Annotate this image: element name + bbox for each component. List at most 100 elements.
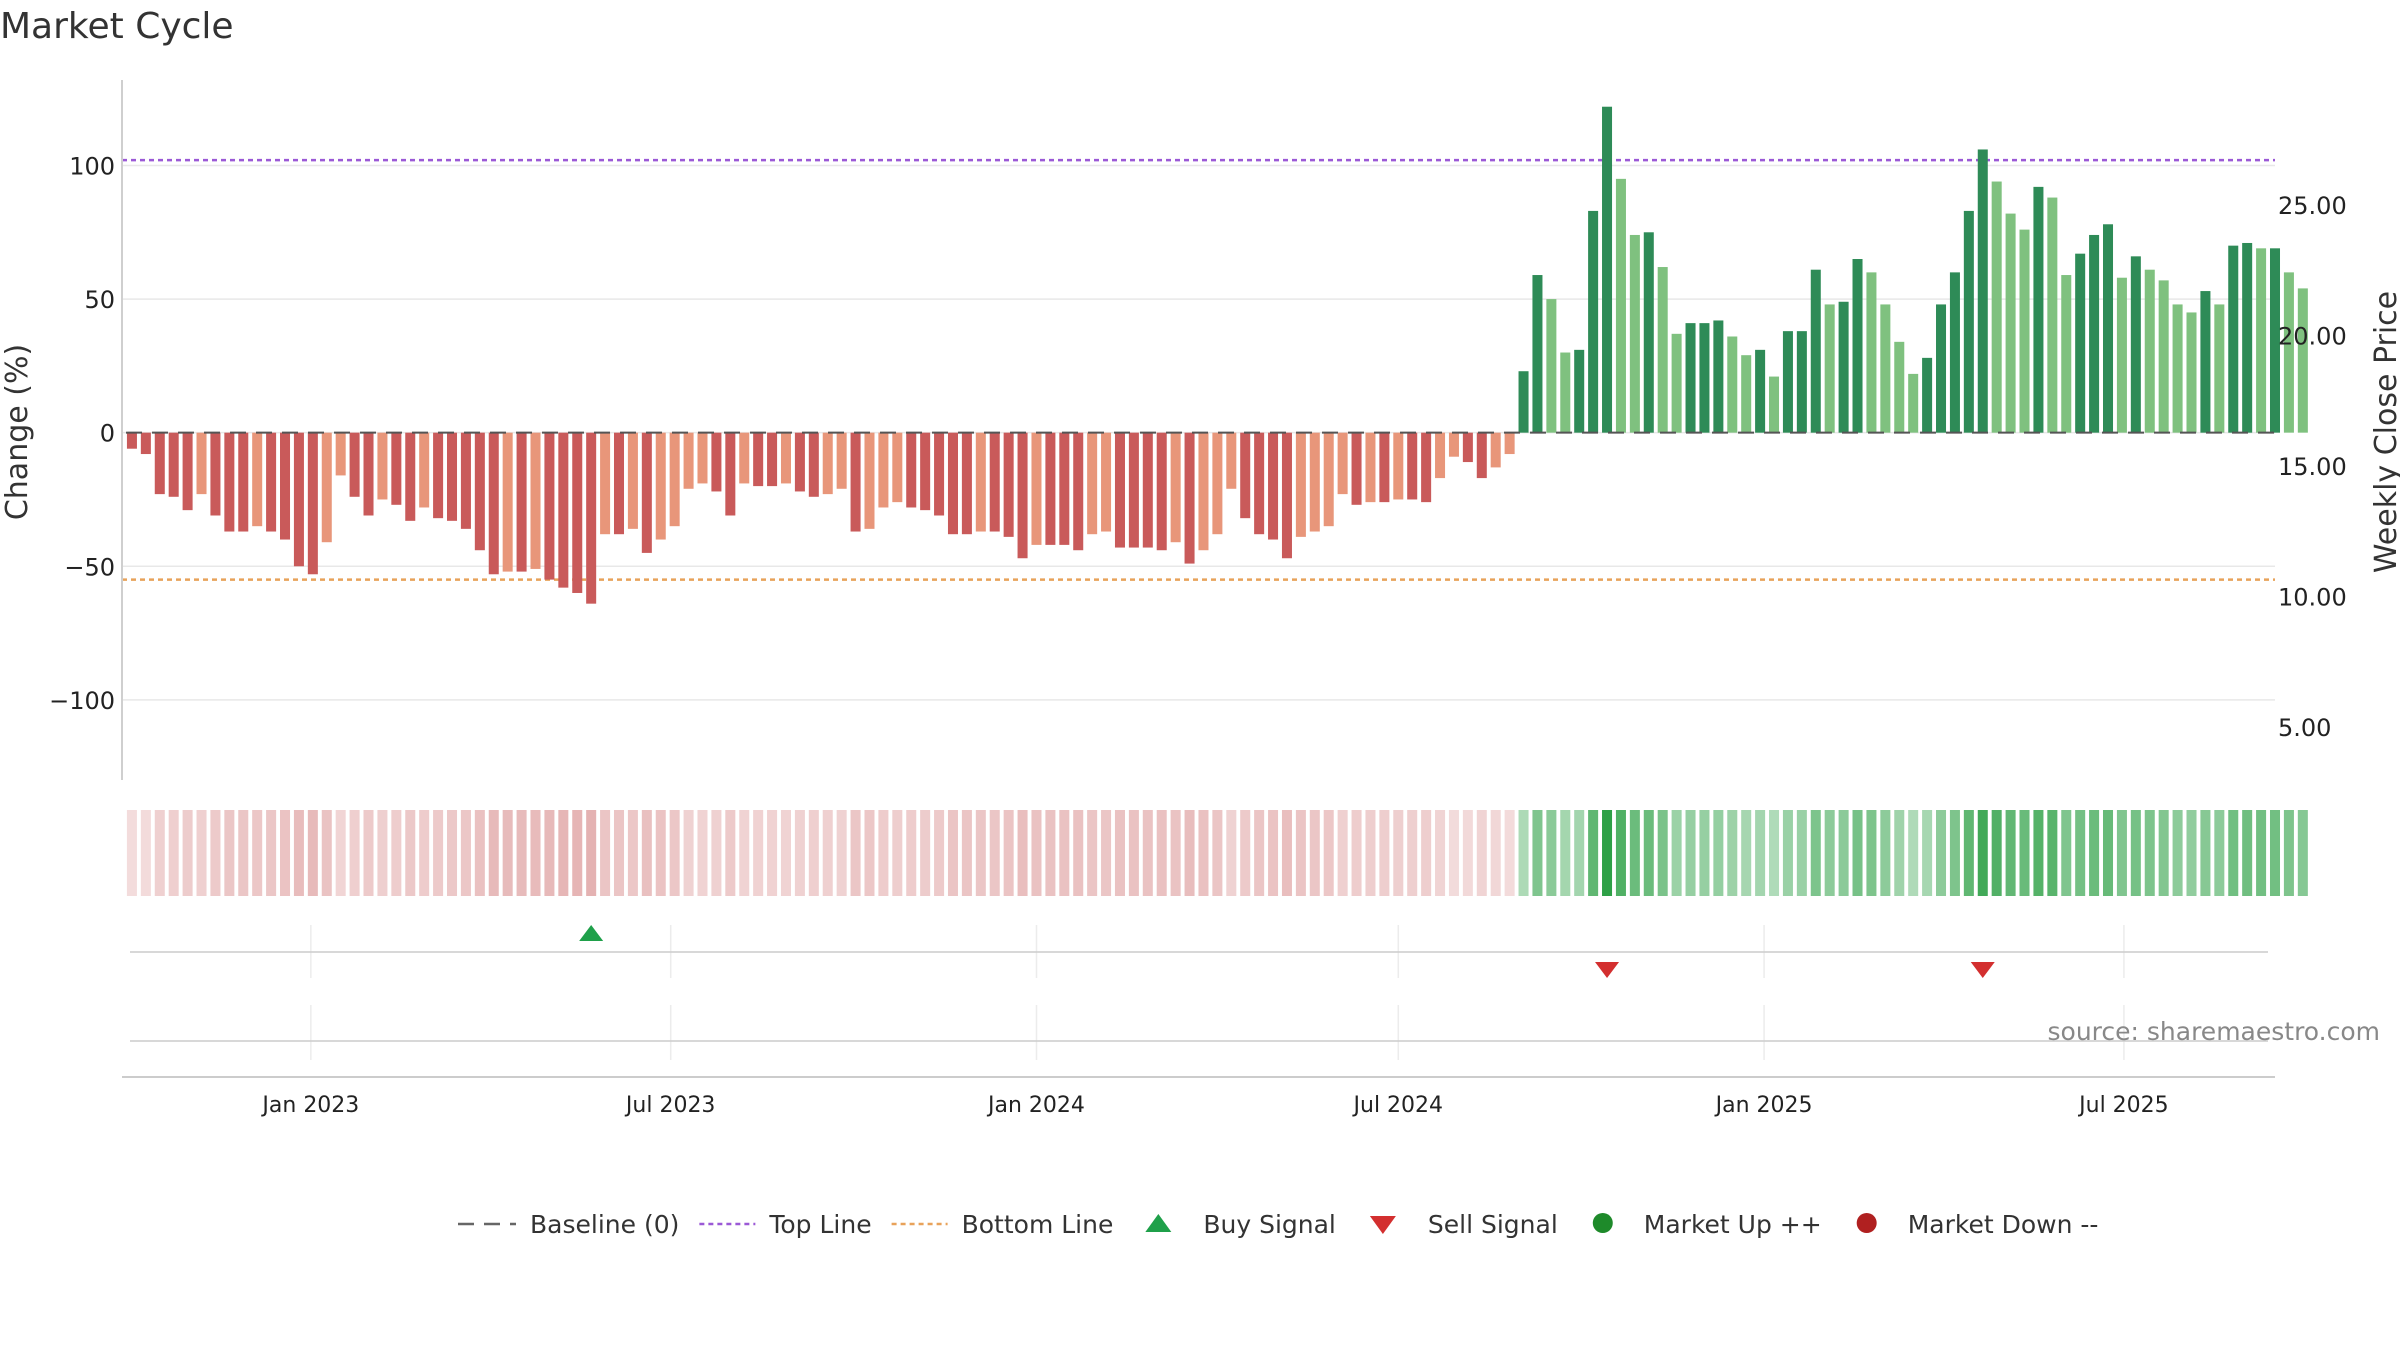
legend-buy-swatch bbox=[1145, 1214, 1172, 1232]
heat-cell bbox=[1838, 810, 1849, 896]
bar bbox=[1045, 432, 1056, 545]
bar bbox=[1727, 336, 1738, 433]
bar bbox=[1629, 234, 1640, 433]
heat-cell bbox=[140, 810, 151, 896]
heat-cell bbox=[1880, 810, 1891, 896]
x-tick-label: Jan 2025 bbox=[1714, 1093, 1813, 1118]
heat-cell bbox=[1532, 810, 1543, 896]
bar bbox=[2228, 245, 2239, 433]
heat-cell bbox=[1351, 810, 1362, 896]
bar bbox=[1490, 432, 1501, 468]
heat-cell bbox=[1894, 810, 1905, 896]
bar bbox=[266, 432, 277, 532]
heat-cell bbox=[1212, 810, 1223, 896]
y-tick-label: −100 bbox=[49, 687, 115, 715]
heat-cell bbox=[1615, 810, 1626, 896]
heat-cell bbox=[1685, 810, 1696, 896]
bar bbox=[238, 432, 249, 532]
heat-cell bbox=[1087, 810, 1098, 896]
sell-signal-marker bbox=[1595, 962, 1620, 978]
heat-cell bbox=[2269, 810, 2281, 896]
bar bbox=[1810, 269, 1821, 433]
heat-cell bbox=[2297, 810, 2308, 896]
bar bbox=[2005, 213, 2016, 433]
heat-cell bbox=[419, 810, 430, 896]
heat-cell bbox=[753, 810, 764, 896]
bar bbox=[349, 432, 360, 497]
heat-cell bbox=[2200, 810, 2211, 896]
heat-cell bbox=[1949, 810, 1960, 896]
heat-cell bbox=[2214, 810, 2225, 896]
bar bbox=[1643, 232, 1654, 433]
bar bbox=[1769, 376, 1780, 433]
bar bbox=[711, 432, 722, 492]
heat-cell bbox=[739, 810, 750, 896]
heat-cell bbox=[2172, 810, 2183, 896]
bar bbox=[878, 432, 889, 508]
bar bbox=[1908, 373, 1919, 433]
heat-cell bbox=[1421, 810, 1432, 896]
x-tick-label: Jul 2025 bbox=[2077, 1093, 2169, 1118]
bar bbox=[725, 432, 736, 516]
y2-tick-label: 20.00 bbox=[2278, 323, 2347, 351]
heat-cell bbox=[1936, 810, 1947, 896]
heat-cell bbox=[433, 810, 444, 896]
bar bbox=[1101, 432, 1112, 532]
bar bbox=[600, 432, 611, 535]
heat-cell bbox=[530, 810, 541, 896]
bar bbox=[627, 432, 638, 529]
bar bbox=[363, 432, 374, 516]
bar bbox=[1922, 357, 1933, 433]
y-axis-title: Change (%) bbox=[0, 344, 35, 520]
heat-cell bbox=[1824, 810, 1835, 896]
bar bbox=[1337, 432, 1348, 495]
bar bbox=[2283, 272, 2294, 433]
axes: 100 50 0 −50 −100 25.00 20.00 15.00 10.00 5.00 Jan… bbox=[49, 80, 2347, 1118]
legend-sell-swatch bbox=[1369, 1216, 1396, 1234]
heat-cell bbox=[238, 810, 249, 896]
bar bbox=[1546, 299, 1557, 433]
heat-cell bbox=[822, 810, 833, 896]
heat-cell bbox=[1922, 810, 1933, 896]
heat-cell bbox=[1170, 810, 1181, 896]
bar bbox=[961, 432, 972, 535]
bar bbox=[1838, 301, 1849, 433]
heat-cell bbox=[627, 810, 638, 896]
heat-cell bbox=[1184, 810, 1195, 896]
bar bbox=[2256, 248, 2267, 433]
heat-cell bbox=[961, 810, 972, 896]
heat-cell bbox=[1268, 810, 1279, 896]
bar bbox=[864, 432, 875, 529]
bar bbox=[1198, 432, 1209, 551]
bar bbox=[1699, 323, 1710, 433]
bar bbox=[1142, 432, 1153, 548]
bar bbox=[1212, 432, 1223, 535]
heat-cell bbox=[794, 810, 805, 896]
bar bbox=[572, 432, 583, 593]
bar bbox=[2144, 269, 2155, 433]
bar bbox=[1268, 432, 1279, 540]
bar bbox=[850, 432, 861, 532]
bar bbox=[182, 432, 193, 511]
legend-label: Top Line bbox=[768, 1210, 871, 1239]
source-credit: source: sharemaestro.com bbox=[2048, 1017, 2381, 1046]
heat-cell bbox=[224, 810, 235, 896]
bar bbox=[210, 432, 221, 516]
heat-cell bbox=[1629, 810, 1640, 896]
y2-tick-label: 15.00 bbox=[2278, 453, 2347, 481]
heat-cell bbox=[808, 810, 819, 896]
heat-cell bbox=[586, 810, 597, 896]
bar bbox=[808, 432, 819, 497]
bar bbox=[836, 432, 847, 489]
heat-cell bbox=[1490, 810, 1501, 896]
heat-cell bbox=[711, 810, 722, 896]
bar bbox=[1532, 275, 1543, 433]
heat-cell bbox=[1045, 810, 1056, 896]
bar bbox=[460, 432, 471, 529]
heat-cell bbox=[669, 810, 680, 896]
bar bbox=[2200, 291, 2211, 433]
heat-cell bbox=[697, 810, 708, 896]
heat-cell bbox=[488, 810, 499, 896]
heat-cell bbox=[1142, 810, 1153, 896]
heat-cell bbox=[1365, 810, 1376, 896]
